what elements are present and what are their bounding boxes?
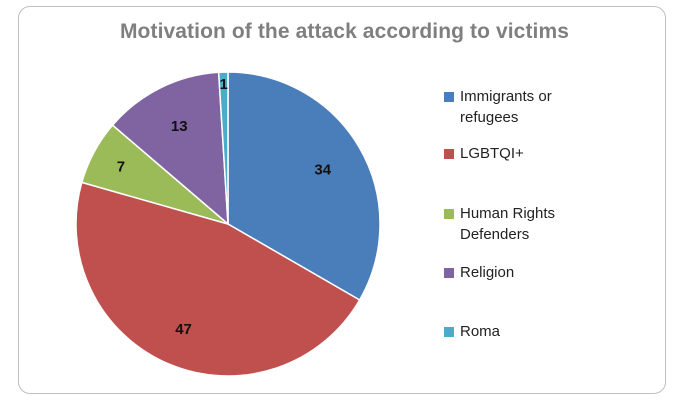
legend-label-roma: Roma (460, 323, 501, 340)
legend-item-immigrants: Immigrants or refugees (444, 86, 600, 128)
legend-label-human-rights: Human Rights Defenders (460, 205, 556, 243)
legend-item-lgbtqi: LGBTQI+ (444, 143, 600, 164)
legend-swatch-roma (444, 327, 454, 337)
data-label-lgbtqi: 47 (175, 321, 192, 338)
legend-label-lgbtqi: LGBTQI+ (460, 145, 524, 162)
legend-swatch-religion (444, 268, 454, 278)
data-label-immigrants: 34 (314, 161, 331, 178)
pie-slice-lgbtqi (75, 181, 361, 377)
legend-label-immigrants: Immigrants or refugees (460, 88, 552, 126)
legend-swatch-human-rights (444, 209, 454, 219)
legend-item-roma: Roma (444, 321, 600, 342)
chart-title: Motivation of the attack according to vi… (119, 20, 570, 43)
data-label-roma: 1 (220, 76, 228, 93)
pie-slice-immigrants (227, 71, 381, 302)
data-label-human-rights: 7 (117, 158, 125, 175)
legend-swatch-lgbtqi (444, 149, 454, 159)
legend-item-human-rights: Human Rights Defenders (444, 203, 570, 245)
legend-swatch-immigrants (444, 92, 454, 102)
pie-slice-religion (111, 71, 229, 226)
legend-label-religion: Religion (460, 264, 515, 281)
legend-item-religion: Religion (444, 262, 600, 283)
data-label-religion: 13 (171, 118, 188, 135)
pie-slice-roma (217, 71, 229, 225)
